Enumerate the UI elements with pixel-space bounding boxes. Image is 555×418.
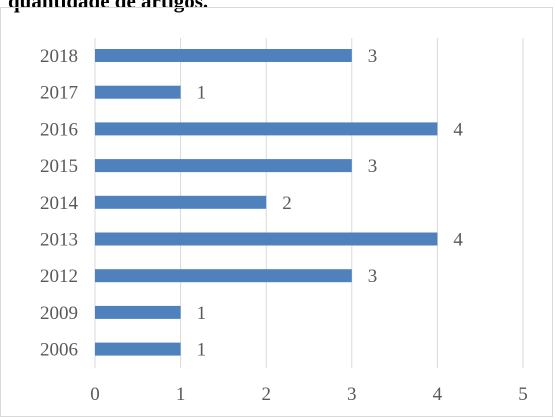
category-label: 2009: [40, 303, 78, 324]
bar-2009: [95, 305, 181, 319]
category-label: 2012: [40, 266, 78, 287]
category-label: 2015: [40, 156, 78, 177]
category-label: 2016: [40, 119, 78, 140]
bar-2006: [95, 342, 181, 356]
data-label: 1: [197, 83, 207, 104]
data-label: 1: [197, 340, 207, 361]
bar-2017: [95, 85, 181, 99]
bar-2015: [95, 159, 352, 173]
data-label: 3: [368, 156, 378, 177]
x-tick-label: 0: [90, 384, 100, 405]
bar-2018: [95, 49, 352, 62]
data-label: 1: [197, 303, 207, 324]
bar-2014: [95, 195, 267, 209]
x-tick-label: 4: [433, 384, 443, 405]
category-label: 2013: [40, 230, 78, 251]
bar-2016: [95, 122, 438, 136]
category-label: 2014: [40, 193, 79, 214]
data-label: 4: [453, 119, 463, 140]
chart-area: [0, 7, 553, 417]
data-label: 3: [368, 266, 378, 287]
x-tick-label: 2: [261, 384, 271, 405]
category-label: 2006: [40, 340, 78, 361]
category-label: 2018: [40, 46, 78, 67]
data-label: 3: [368, 46, 378, 67]
data-label: 4: [453, 230, 463, 251]
page-heading: quantidade de artigos.: [8, 0, 209, 13]
x-tick-label: 5: [518, 384, 528, 405]
category-label: 2017: [40, 83, 78, 104]
bar-2013: [95, 232, 438, 246]
data-label: 2: [282, 193, 292, 214]
bar-2012: [95, 269, 352, 283]
x-tick-label: 3: [347, 384, 357, 405]
x-tick-label: 1: [176, 384, 186, 405]
